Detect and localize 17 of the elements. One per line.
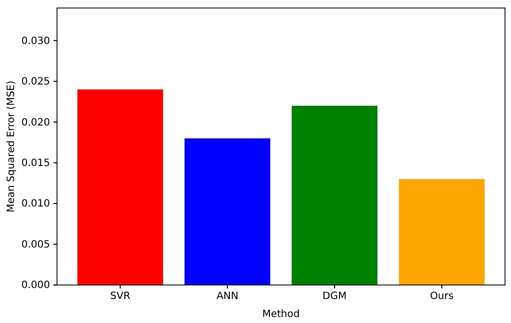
y-tick-label: 0.015 bbox=[21, 158, 50, 169]
x-axis-title: Method bbox=[262, 309, 300, 320]
bar bbox=[184, 138, 270, 285]
x-tick-label: Ours bbox=[430, 291, 454, 302]
y-tick-label: 0.025 bbox=[21, 76, 50, 88]
y-axis-title: Mean Squared Error (MSE) bbox=[6, 80, 17, 212]
bar bbox=[77, 89, 164, 285]
y-tick-label: 0.000 bbox=[21, 280, 50, 292]
x-tick-label: SVR bbox=[110, 291, 130, 302]
bar bbox=[398, 179, 485, 285]
y-tick-label: 0.020 bbox=[21, 117, 50, 128]
bar bbox=[292, 106, 378, 285]
y-tick-label: 0.005 bbox=[21, 239, 50, 250]
y-tick-label: 0.030 bbox=[21, 36, 50, 47]
y-tick-label: 0.010 bbox=[21, 198, 50, 210]
x-tick-label: ANN bbox=[216, 291, 238, 302]
x-tick-label: DGM bbox=[322, 291, 347, 302]
